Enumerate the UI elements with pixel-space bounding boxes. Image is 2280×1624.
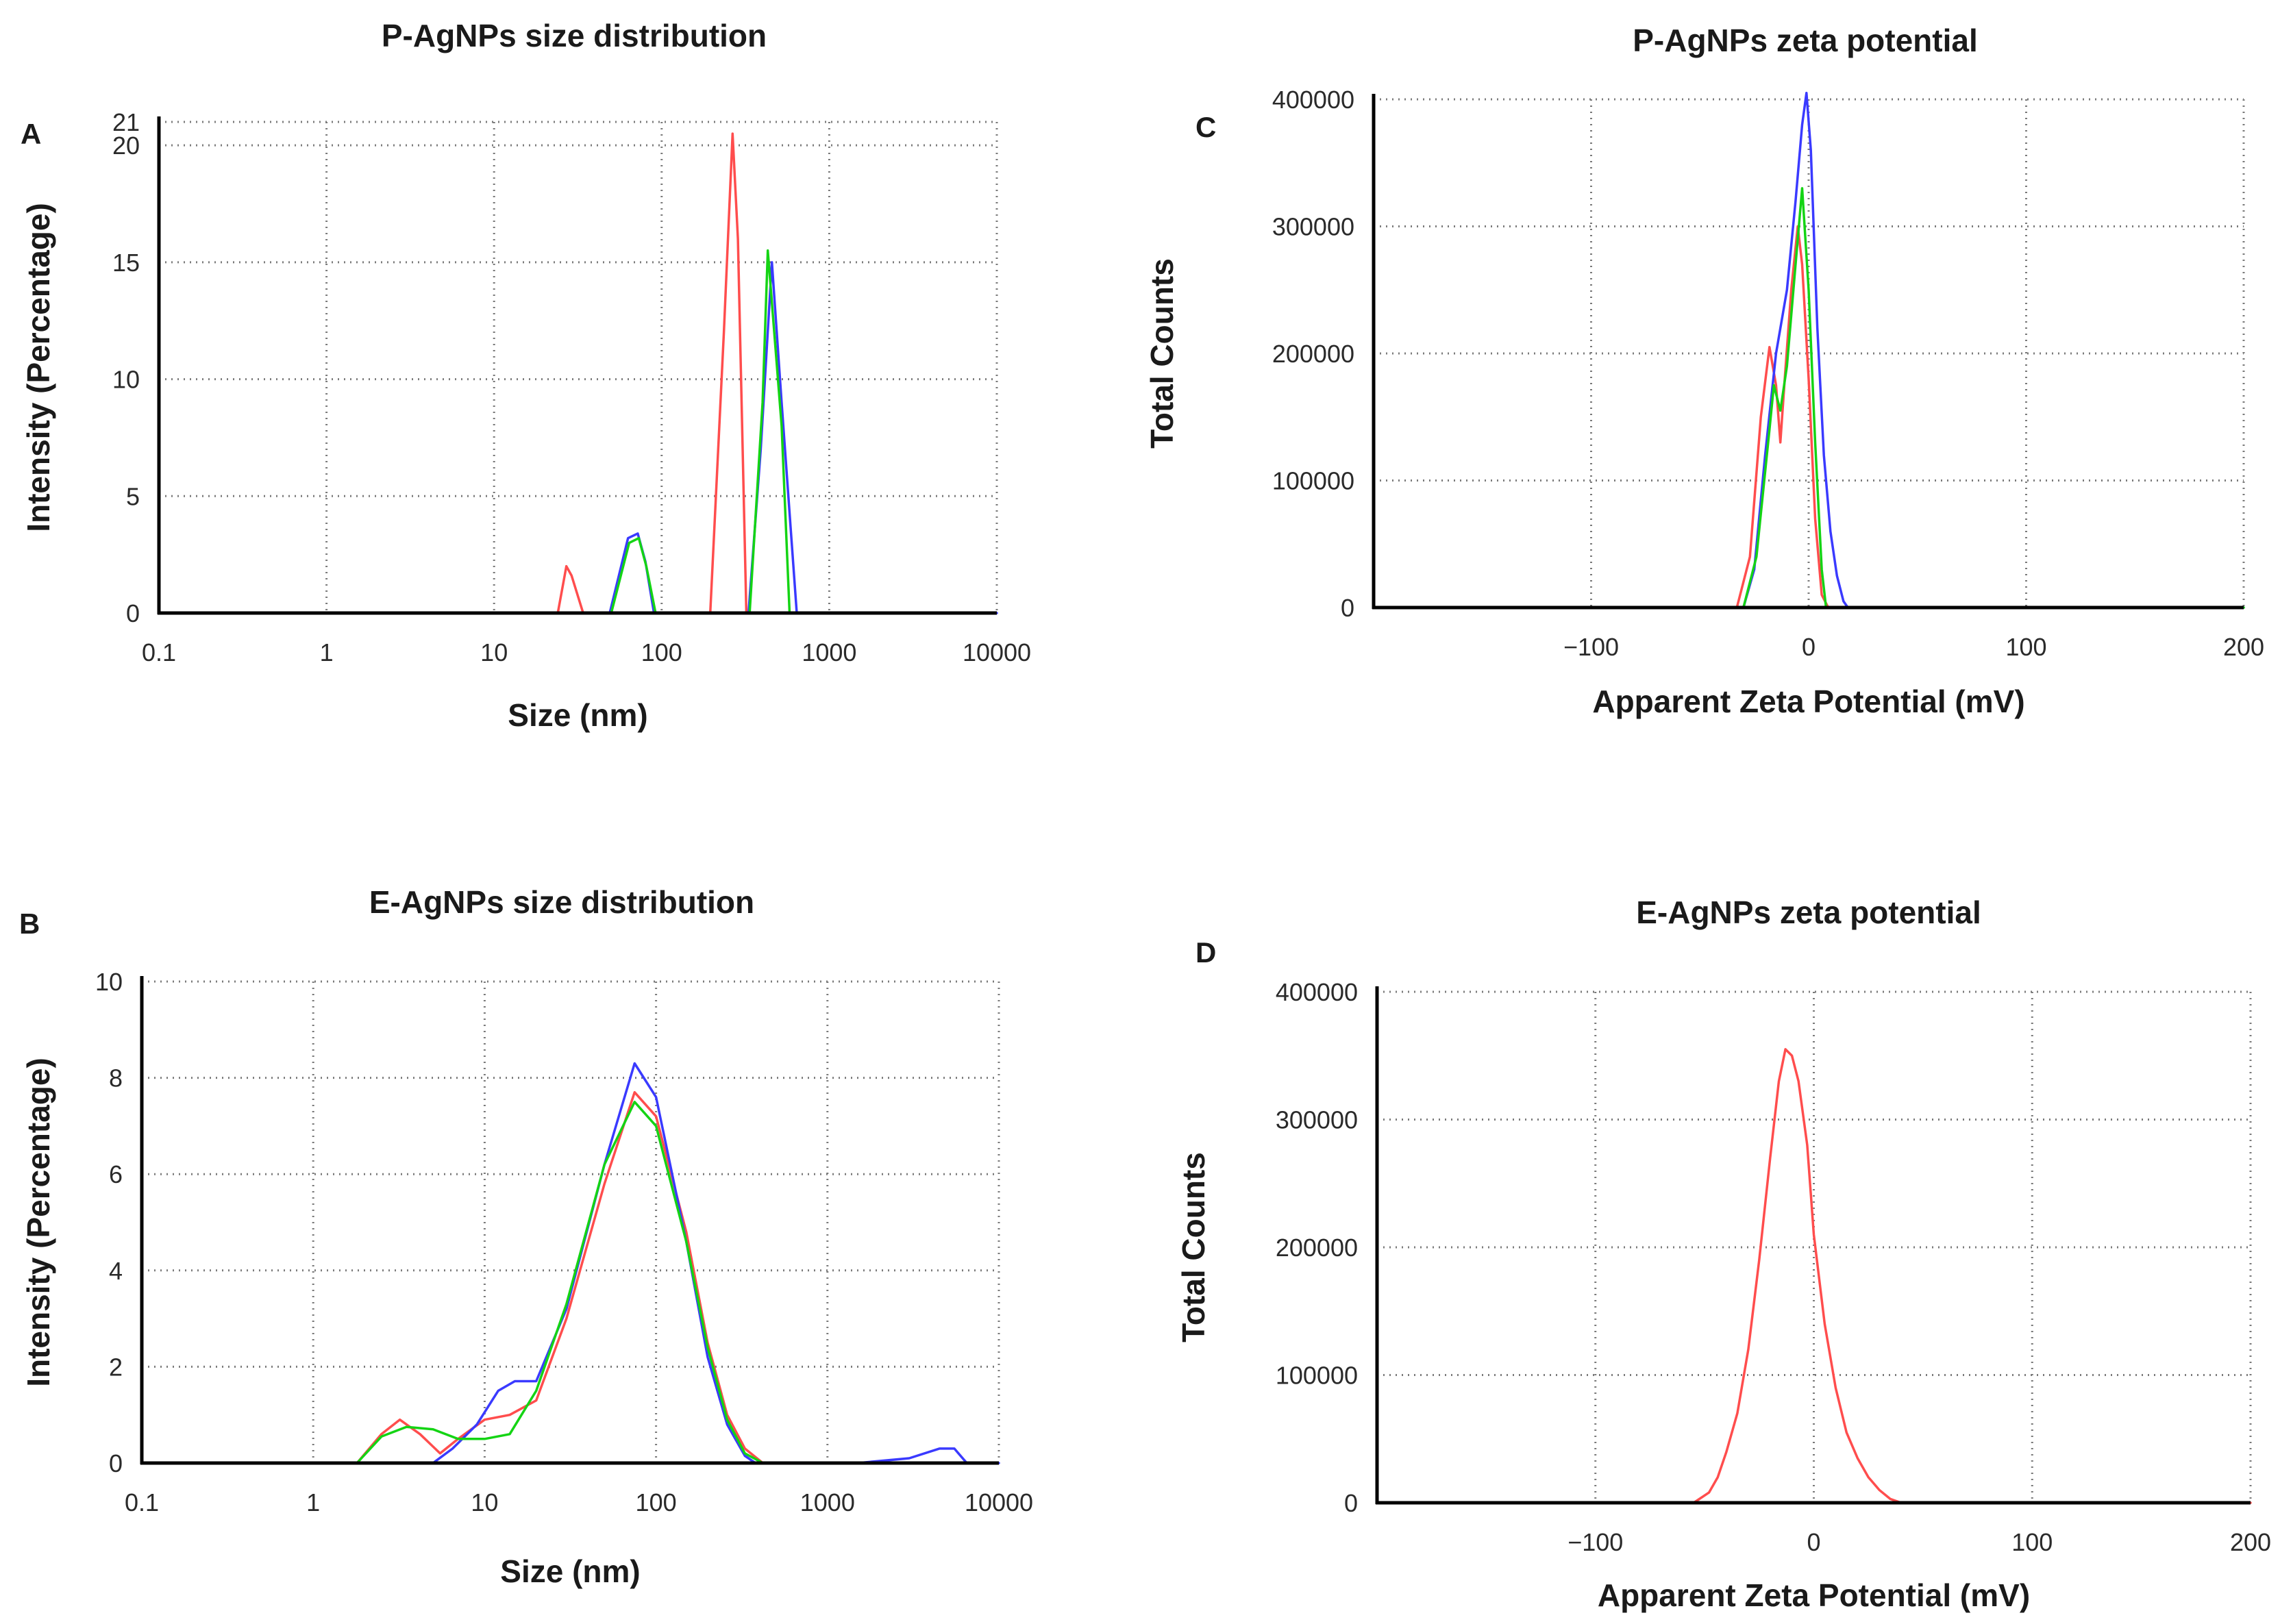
panel-c-ytick-label-4: 400000 — [1272, 86, 1354, 114]
panel-b-letter: B — [19, 908, 40, 940]
panel-c-xtick-label-2: 100 — [2005, 633, 2046, 661]
panel-d-ytick-label-4: 400000 — [1276, 978, 1358, 1006]
panel-a-ytick-label-2: 10 — [112, 366, 140, 394]
panel-b-title: E-AgNPs size distribution — [369, 884, 754, 920]
panel-c-series-red — [1372, 225, 2245, 609]
panel-a-xtick-label-2: 10 — [480, 638, 508, 666]
panel-c-ytick-label-3: 300000 — [1272, 213, 1354, 241]
panel-c-title: P-AgNPs zeta potential — [1633, 23, 1978, 58]
panel-d-chart: D E-AgNPs zeta potential −100 0 100 200 0 10000… — [1176, 895, 2271, 1613]
panel-d-letter: D — [1195, 936, 1216, 969]
panel-c-ytick-label-0: 0 — [1341, 594, 1354, 622]
panel-a-ytick-label-5: 21 — [112, 108, 140, 136]
panel-d-x-axis-title: Apparent Zeta Potential (mV) — [1598, 1577, 2030, 1613]
panel-a-letter: A — [21, 118, 41, 150]
panel-c-y-axis-title: Total Counts — [1144, 258, 1180, 449]
panel-c-letter: C — [1195, 111, 1216, 143]
panel-b-ytick-label-2: 4 — [109, 1257, 123, 1285]
panel-a-xtick-label-4: 1000 — [802, 638, 856, 666]
panel-d-ytick-label-3: 300000 — [1276, 1106, 1358, 1134]
panel-b-ytick-label-3: 6 — [109, 1160, 123, 1188]
panel-a-ytick-label-4: 20 — [112, 132, 140, 160]
panel-b-y-axis-title: Intensity (Percentage) — [21, 1058, 56, 1387]
panel-c-xtick-label-3: 200 — [2223, 633, 2264, 661]
panel-b-ytick-label-4: 8 — [109, 1064, 123, 1092]
panel-c-ytick-label-1: 100000 — [1272, 467, 1354, 495]
panel-b-xtick-label-0: 0.1 — [125, 1488, 159, 1516]
panel-d-xtick-label-2: 100 — [2011, 1528, 2053, 1556]
panel-b-ytick-label-1: 2 — [109, 1353, 123, 1381]
panel-c-series-blue — [1372, 91, 2245, 609]
panel-d-ytick-label-2: 200000 — [1276, 1234, 1358, 1262]
panel-d-ytick-label-1: 100000 — [1276, 1362, 1358, 1390]
panel-a-series-blue — [255, 261, 998, 614]
panel-a-xtick-label-0: 0.1 — [142, 638, 176, 666]
panel-b-series-blue — [260, 1062, 1000, 1464]
panel-d-y-axis-title: Total Counts — [1176, 1152, 1211, 1342]
panel-a-x-axis-title: Size (nm) — [508, 697, 647, 733]
panel-d-series-red — [1376, 1048, 2252, 1504]
panel-a-series-red — [255, 132, 961, 614]
panel-a-ytick-label-3: 15 — [112, 249, 140, 277]
panel-a-xtick-label-5: 10000 — [963, 638, 1031, 666]
panel-c-series-green — [1372, 187, 2245, 609]
panel-b-xtick-label-2: 10 — [471, 1488, 498, 1516]
panel-c-xtick-label-1: 0 — [1802, 633, 1816, 661]
panel-d-xtick-label-0: −100 — [1568, 1528, 1623, 1556]
panel-d-ytick-label-0: 0 — [1344, 1489, 1358, 1517]
panel-c-xtick-label-0: −100 — [1563, 633, 1619, 661]
panel-a-xtick-label-3: 100 — [641, 638, 682, 666]
panel-a-ytick-label-0: 0 — [126, 599, 140, 627]
panel-a-series-green — [255, 249, 961, 614]
panel-b-ytick-label-0: 0 — [109, 1449, 123, 1477]
panel-c-ytick-label-2: 200000 — [1272, 340, 1354, 368]
panel-d-xtick-label-1: 0 — [1807, 1528, 1820, 1556]
panel-a-title: P-AgNPs size distribution — [382, 18, 767, 53]
panel-c-x-axis-title: Apparent Zeta Potential (mV) — [1592, 684, 2024, 719]
panel-d-xtick-label-3: 200 — [2230, 1528, 2271, 1556]
panel-b-xtick-label-3: 100 — [636, 1488, 677, 1516]
panel-b-x-axis-title: Size (nm) — [500, 1553, 640, 1589]
panel-b-xtick-label-1: 1 — [306, 1488, 320, 1516]
panel-b-ytick-label-5: 10 — [95, 968, 123, 996]
panel-a-xtick-label-1: 1 — [320, 638, 334, 666]
panel-b-xtick-label-4: 1000 — [800, 1488, 855, 1516]
panel-c-chart: C P-AgNPs zeta potential −100 0 100 200 0 10000… — [1144, 23, 2264, 719]
panel-a-ytick-label-1: 5 — [126, 482, 140, 510]
panel-b-xtick-label-5: 10000 — [965, 1488, 1033, 1516]
panel-d-title: E-AgNPs zeta potential — [1636, 895, 1981, 930]
panel-b-series-red — [295, 1090, 829, 1464]
panel-a-y-axis-title: Intensity (Percentage) — [21, 203, 56, 532]
panel-b-series-green — [295, 1101, 829, 1464]
